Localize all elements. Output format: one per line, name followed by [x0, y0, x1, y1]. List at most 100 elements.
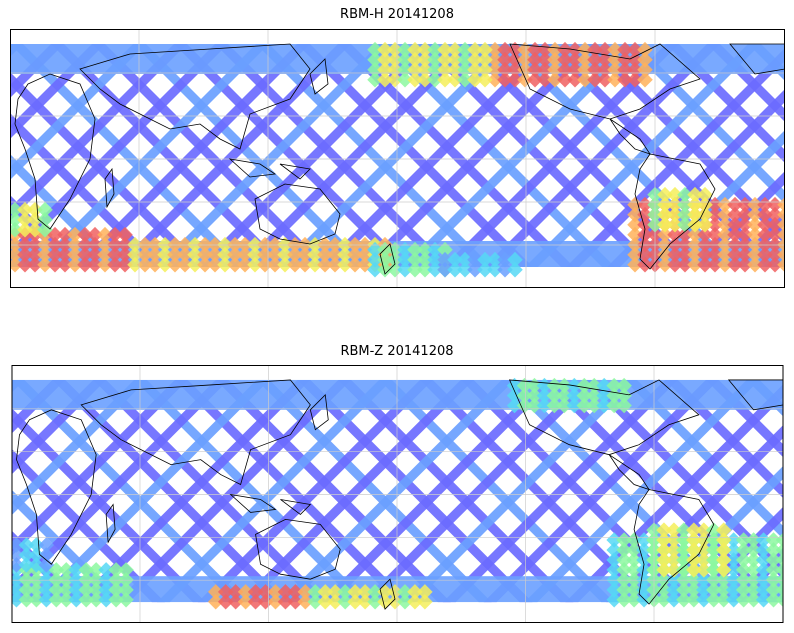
- swath-track: [11, 379, 247, 603]
- value-cell: [697, 186, 713, 203]
- coastline: [634, 153, 716, 270]
- value-cell: [616, 562, 632, 578]
- map-panel-rbm-h: [10, 29, 785, 288]
- value-cell: [217, 246, 233, 263]
- value-cell: [467, 251, 483, 268]
- value-cell: [687, 186, 703, 203]
- value-cell: [287, 256, 303, 273]
- swath-track: [238, 379, 474, 603]
- value-cell: [656, 582, 672, 598]
- satellite-swath-tracks: [11, 379, 784, 603]
- value-cell: [97, 246, 113, 263]
- value-cell: [427, 261, 443, 278]
- value-cell: [775, 562, 784, 578]
- swath-track: [542, 379, 778, 603]
- value-cell: [227, 246, 243, 263]
- value-cell: [277, 246, 293, 263]
- value-cell: [427, 251, 443, 268]
- value-cell: [58, 562, 75, 578]
- value-cell: [747, 206, 763, 223]
- value-cell: [187, 256, 203, 273]
- value-cell: [317, 256, 333, 273]
- value-cell: [737, 256, 753, 273]
- value-cell: [767, 246, 783, 263]
- value-cell: [755, 592, 772, 608]
- value-cell: [687, 226, 703, 243]
- value-cell: [745, 562, 762, 578]
- value-cell: [727, 206, 743, 223]
- value-cell: [667, 186, 683, 203]
- value-cell: [627, 246, 643, 263]
- value-cell: [706, 522, 722, 538]
- value-cell: [307, 246, 323, 263]
- value-cell: [745, 582, 762, 598]
- value-cell: [17, 221, 33, 238]
- value-cell: [137, 256, 153, 273]
- value-cell: [27, 221, 43, 238]
- value-cell: [516, 397, 533, 414]
- value-cell: [377, 241, 393, 258]
- value-cell: [606, 582, 622, 598]
- value-cell: [707, 206, 723, 223]
- swath-track: [238, 44, 474, 267]
- value-cell: [457, 251, 473, 268]
- value-cell: [616, 582, 632, 598]
- coastline: [309, 394, 329, 431]
- value-cell: [197, 246, 213, 263]
- value-cell: [347, 256, 363, 273]
- value-cell: [777, 206, 785, 223]
- value-cell: [637, 206, 653, 223]
- value-cell: [447, 261, 463, 278]
- value-cell: [37, 211, 53, 228]
- value-cell: [197, 256, 213, 273]
- value-cell: [696, 542, 712, 558]
- value-cell: [10, 221, 23, 238]
- value-cell: [108, 582, 124, 598]
- value-cell: [707, 226, 723, 243]
- value-cell: [637, 226, 653, 243]
- value-cell: [757, 226, 773, 243]
- value-cell: [367, 241, 383, 258]
- value-cell: [37, 201, 53, 218]
- value-cell: [637, 256, 653, 273]
- value-cell: [77, 256, 93, 273]
- value-cell: [78, 582, 94, 598]
- value-cell: [737, 246, 753, 263]
- value-cell: [775, 582, 784, 598]
- value-cell: [387, 251, 403, 268]
- value-cell: [387, 261, 403, 278]
- value-cell: [696, 582, 712, 598]
- value-cell: [627, 216, 643, 233]
- coastline: [729, 43, 785, 75]
- value-cell: [167, 256, 183, 273]
- value-cell: [696, 562, 712, 578]
- value-cell: [775, 542, 784, 558]
- value-cell: [767, 256, 783, 273]
- value-cell: [17, 201, 33, 218]
- value-cell: [717, 216, 733, 233]
- value-cell: [757, 216, 773, 233]
- coastline: [228, 158, 311, 180]
- value-cell: [757, 246, 773, 263]
- value-cell: [98, 582, 114, 598]
- coastline: [608, 454, 651, 491]
- value-cell: [516, 387, 533, 404]
- value-cell: [47, 256, 63, 273]
- swath-track: [320, 379, 556, 603]
- value-cell: [717, 196, 733, 213]
- swath-track: [361, 379, 597, 603]
- value-cell: [58, 582, 75, 598]
- value-cell: [765, 542, 782, 558]
- value-cell: [777, 196, 785, 213]
- coastline: [16, 409, 97, 565]
- value-cell: [28, 582, 45, 598]
- value-cell: [715, 542, 732, 558]
- swath-track: [420, 44, 656, 267]
- value-cell: [48, 582, 65, 598]
- swath-track: [543, 44, 779, 267]
- value-cell: [37, 221, 53, 238]
- coastline: [255, 518, 341, 580]
- value-cell: [777, 246, 785, 263]
- value-cell: [397, 241, 413, 258]
- value-cell: [487, 251, 503, 268]
